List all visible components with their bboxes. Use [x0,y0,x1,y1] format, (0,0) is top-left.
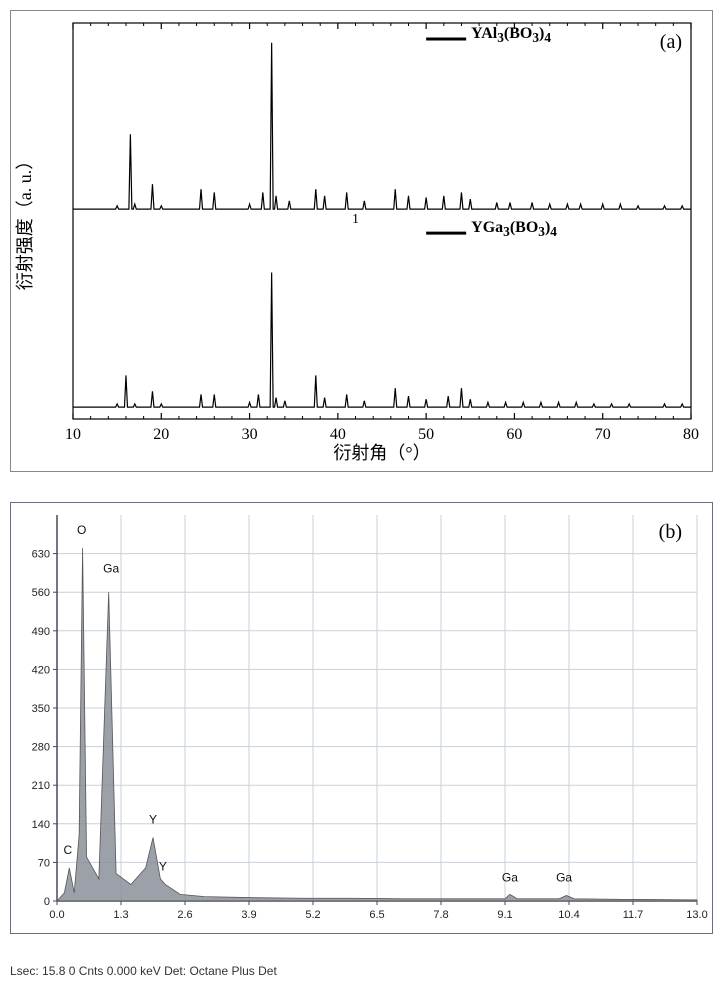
panel-b-label: (b) [659,521,682,544]
svg-text:5.2: 5.2 [305,909,320,921]
svg-text:1: 1 [352,212,359,227]
svg-text:560: 560 [32,587,50,599]
svg-text:衍射强度（a. u.）: 衍射强度（a. u.） [15,152,35,291]
svg-text:1.3: 1.3 [113,909,128,921]
svg-text:60: 60 [506,426,522,443]
panel-a-label: (a) [660,31,682,54]
svg-text:Ga: Ga [502,870,518,884]
svg-text:10.4: 10.4 [558,909,579,921]
svg-text:70: 70 [595,426,611,443]
footer-text: Lsec: 15.8 0 Cnts 0.000 keV Det: Octane … [10,964,713,978]
svg-text:70: 70 [38,857,50,869]
svg-text:280: 280 [32,742,50,754]
svg-text:7.8: 7.8 [433,909,448,921]
svg-text:6.5: 6.5 [369,909,384,921]
svg-text:Y: Y [149,813,157,827]
xrd-chart: 1020304050607080衍射角（°）衍射强度（a. u.）1YAl3(B… [11,11,711,469]
svg-text:11.7: 11.7 [623,909,644,921]
svg-text:490: 490 [32,626,50,638]
svg-text:C: C [63,843,72,857]
svg-text:210: 210 [32,780,50,792]
svg-text:630: 630 [32,549,50,561]
svg-text:20: 20 [153,426,169,443]
svg-text:10: 10 [65,426,81,443]
svg-text:Ga: Ga [556,870,572,884]
panel-b: (b) 0 70 140 210 280 350 420 490 560 630 0.0 1.3 2.6… [10,502,713,934]
svg-text:0: 0 [44,896,50,908]
svg-text:0.0: 0.0 [49,909,64,921]
svg-text:420: 420 [32,664,50,676]
eds-chart: 0 70 140 210 280 350 420 490 560 630 0.0 1.3 2.6 3.9 5… [11,503,711,931]
svg-text:2.6: 2.6 [177,909,192,921]
svg-text:80: 80 [683,426,699,443]
svg-text:50: 50 [418,426,434,443]
panel-a: (a) 1020304050607080衍射角（°）衍射强度（a. u.）1YA… [10,10,713,472]
svg-text:衍射角（°）: 衍射角（°） [333,443,430,463]
svg-text:350: 350 [32,703,50,715]
svg-text:140: 140 [32,819,50,831]
svg-text:3.9: 3.9 [241,909,256,921]
svg-text:30: 30 [242,426,258,443]
svg-text:40: 40 [330,426,346,443]
svg-text:13.0: 13.0 [686,909,707,921]
svg-text:9.1: 9.1 [497,909,512,921]
svg-text:O: O [77,523,86,537]
svg-text:Y: Y [159,859,167,873]
svg-text:Ga: Ga [103,562,119,576]
